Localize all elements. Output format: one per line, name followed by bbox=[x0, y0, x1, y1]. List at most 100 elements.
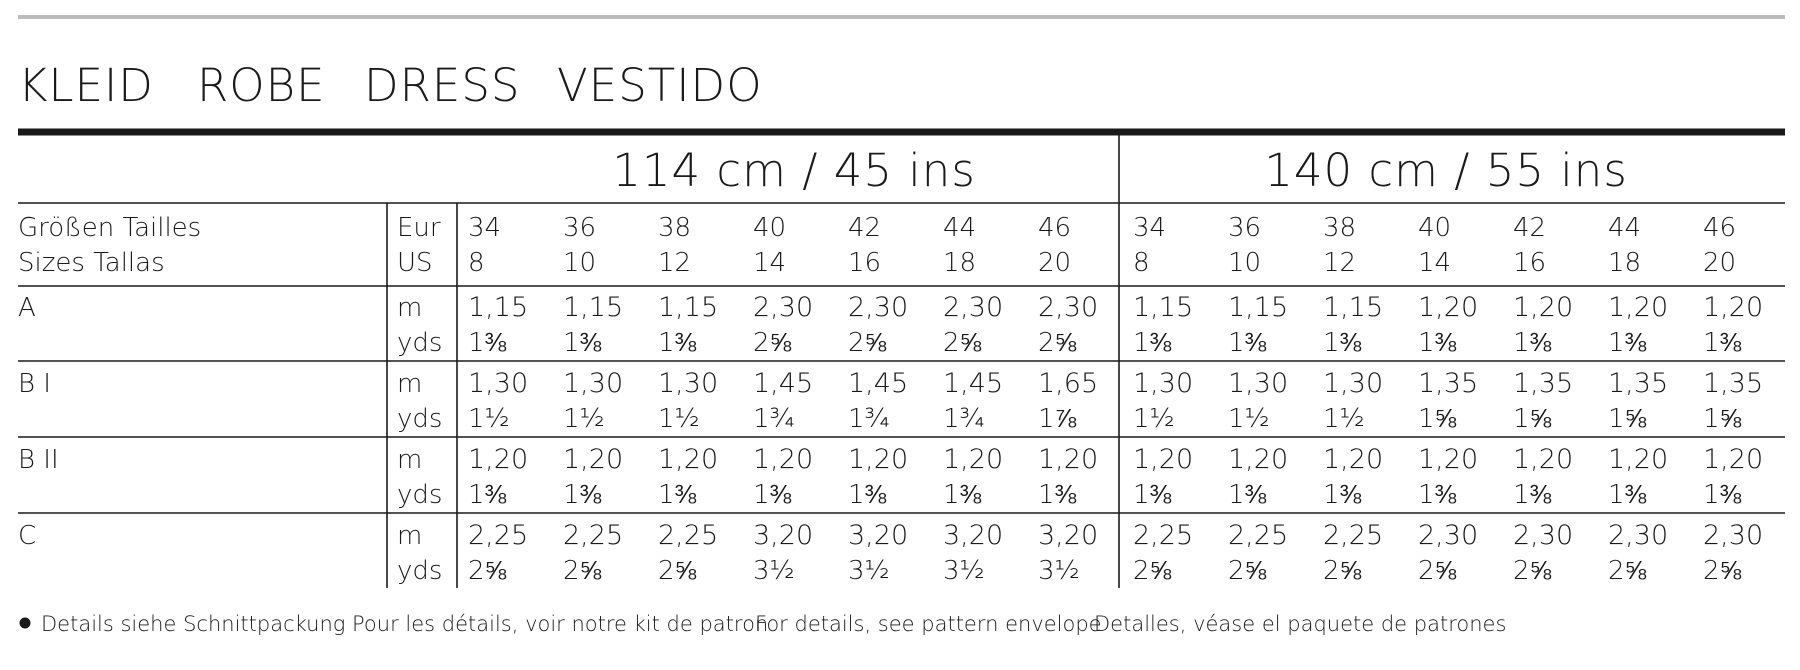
yards: 1¾ bbox=[943, 404, 985, 434]
yards: 1⅝ bbox=[1703, 404, 1742, 434]
meters: 1,45 bbox=[848, 368, 908, 399]
meters: 2,25 bbox=[468, 520, 528, 551]
yards: 1⅜ bbox=[1228, 328, 1267, 358]
yards: 1⅜ bbox=[658, 328, 697, 358]
us-size: 14 bbox=[753, 248, 786, 278]
unit: m bbox=[397, 293, 422, 323]
unit: yds bbox=[397, 556, 442, 586]
yards: 2⅝ bbox=[1608, 556, 1647, 586]
eur-size: 44 bbox=[943, 213, 976, 243]
yards: 1⅜ bbox=[563, 480, 602, 510]
meters: 1,30 bbox=[1323, 368, 1383, 399]
footnote: Details siehe Schnittpackung bbox=[41, 612, 345, 636]
footnote: Detalles, véase el paquete de patrones bbox=[1094, 612, 1506, 636]
title-word: ROBE bbox=[197, 59, 326, 112]
meters: 1,20 bbox=[1608, 292, 1668, 323]
meters: 2,25 bbox=[1133, 520, 1193, 551]
meters: 1,20 bbox=[1703, 292, 1763, 323]
bullet bbox=[19, 617, 31, 629]
meters: 1,15 bbox=[658, 292, 718, 323]
yards: 1½ bbox=[468, 404, 510, 434]
meters: 2,25 bbox=[1228, 520, 1288, 551]
meters: 1,20 bbox=[1703, 444, 1763, 475]
row-label: A bbox=[18, 293, 36, 323]
size-unit: Eur bbox=[397, 213, 441, 243]
us-size: 20 bbox=[1038, 248, 1071, 278]
yards: 2⅝ bbox=[848, 328, 887, 358]
eur-size: 42 bbox=[1513, 213, 1546, 243]
row-label: C bbox=[18, 521, 36, 551]
title-word: KLEID bbox=[18, 59, 154, 112]
eur-size: 46 bbox=[1703, 213, 1736, 243]
us-size: 16 bbox=[848, 248, 881, 278]
meters: 2,30 bbox=[1703, 520, 1763, 551]
meters: 1,20 bbox=[1418, 444, 1478, 475]
yards: 1⅜ bbox=[848, 480, 887, 510]
eur-size: 38 bbox=[658, 213, 691, 243]
yards: 1⅝ bbox=[1608, 404, 1647, 434]
meters: 1,20 bbox=[1323, 444, 1383, 475]
meters: 1,30 bbox=[1228, 368, 1288, 399]
yards: 1⅜ bbox=[658, 480, 697, 510]
eur-size: 46 bbox=[1038, 213, 1071, 243]
yards: 2⅝ bbox=[943, 328, 982, 358]
yards: 1⅜ bbox=[468, 480, 507, 510]
yards: 2⅝ bbox=[1133, 556, 1172, 586]
meters: 1,45 bbox=[753, 368, 813, 399]
unit: m bbox=[397, 369, 422, 399]
meters: 1,20 bbox=[1038, 444, 1098, 475]
meters: 1,15 bbox=[1133, 292, 1193, 323]
us-size: 14 bbox=[1418, 248, 1451, 278]
yards: 2⅝ bbox=[658, 556, 697, 586]
meters: 1,20 bbox=[1513, 444, 1573, 475]
yards: 1⅜ bbox=[1418, 328, 1457, 358]
yards: 1⅜ bbox=[1038, 480, 1077, 510]
us-size: 16 bbox=[1513, 248, 1546, 278]
yards: 2⅝ bbox=[1228, 556, 1267, 586]
yards: 2⅝ bbox=[1513, 556, 1552, 586]
meters: 1,15 bbox=[563, 292, 623, 323]
eur-size: 38 bbox=[1323, 213, 1356, 243]
yards: 2⅝ bbox=[563, 556, 602, 586]
us-size: 8 bbox=[468, 248, 485, 278]
meters: 2,30 bbox=[1608, 520, 1668, 551]
yards: 1⅜ bbox=[1608, 328, 1647, 358]
yards: 2⅝ bbox=[468, 556, 507, 586]
meters: 2,30 bbox=[1038, 292, 1098, 323]
yards: 3½ bbox=[848, 556, 890, 586]
meters: 1,20 bbox=[1418, 292, 1478, 323]
meters: 1,20 bbox=[563, 444, 623, 475]
eur-size: 44 bbox=[1608, 213, 1641, 243]
yards: 2⅝ bbox=[1418, 556, 1457, 586]
unit: yds bbox=[397, 328, 442, 358]
meters: 3,20 bbox=[753, 520, 813, 551]
meters: 1,15 bbox=[468, 292, 528, 323]
yards: 1⅜ bbox=[1703, 480, 1742, 510]
meters: 3,20 bbox=[1038, 520, 1098, 551]
unit: m bbox=[397, 521, 422, 551]
yards: 1⅜ bbox=[1513, 328, 1552, 358]
meters: 2,30 bbox=[848, 292, 908, 323]
title-word: DRESS bbox=[364, 59, 520, 112]
meters: 1,20 bbox=[943, 444, 1003, 475]
footnote: For details, see pattern envelope bbox=[755, 612, 1102, 636]
yards: 1¾ bbox=[753, 404, 795, 434]
eur-size: 40 bbox=[753, 213, 786, 243]
eur-size: 34 bbox=[1133, 213, 1166, 243]
width-header: 140 cm / 55 ins bbox=[1264, 144, 1628, 197]
meters: 1,15 bbox=[1323, 292, 1383, 323]
us-size: 18 bbox=[1608, 248, 1641, 278]
yards: 3½ bbox=[943, 556, 985, 586]
eur-size: 36 bbox=[1228, 213, 1261, 243]
meters: 1,30 bbox=[658, 368, 718, 399]
row-label: B I bbox=[18, 369, 51, 399]
yards: 1⅞ bbox=[1038, 404, 1077, 434]
yards: 1⅜ bbox=[1133, 328, 1172, 358]
size-label: Größen Tailles bbox=[18, 213, 201, 243]
meters: 1,20 bbox=[468, 444, 528, 475]
yards: 1½ bbox=[1228, 404, 1270, 434]
meters: 1,30 bbox=[468, 368, 528, 399]
us-size: 12 bbox=[658, 248, 691, 278]
unit: yds bbox=[397, 480, 442, 510]
